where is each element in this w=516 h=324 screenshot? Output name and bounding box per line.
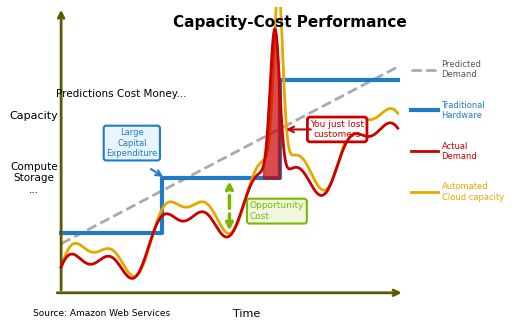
Text: Large
Capital
Expenditure: Large Capital Expenditure: [106, 128, 157, 158]
Text: Automated
Cloud capacity: Automated Cloud capacity: [442, 182, 504, 202]
Text: Predictions Cost Money...: Predictions Cost Money...: [56, 89, 187, 98]
Text: Capacity: Capacity: [10, 111, 59, 121]
Text: Capacity-Cost Performance: Capacity-Cost Performance: [173, 15, 407, 30]
Text: Predicted
Demand: Predicted Demand: [442, 60, 481, 79]
Text: Traditional
Hardware: Traditional Hardware: [442, 101, 485, 120]
Text: Actual
Demand: Actual Demand: [442, 142, 477, 161]
Text: Source: Amazon Web Services: Source: Amazon Web Services: [33, 309, 170, 318]
Text: Compute
Storage
...: Compute Storage ...: [10, 162, 58, 195]
Text: Opportunity
Cost: Opportunity Cost: [250, 202, 304, 221]
Text: Time: Time: [233, 309, 260, 319]
Text: You just lost
customers: You just lost customers: [310, 120, 364, 139]
